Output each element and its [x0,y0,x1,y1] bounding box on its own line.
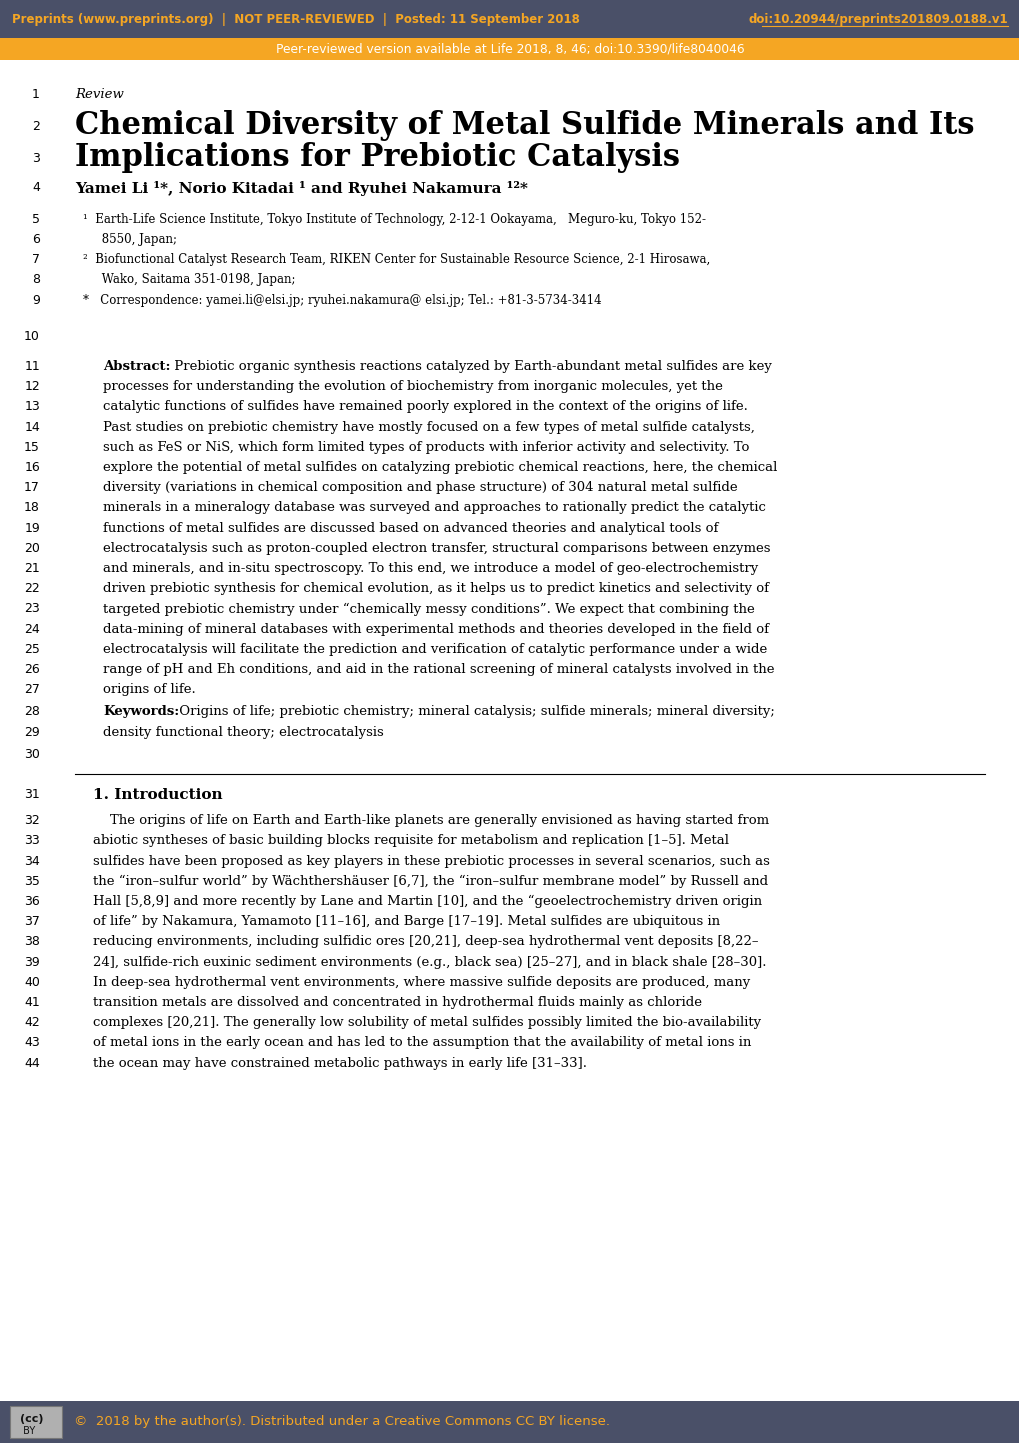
Text: 3: 3 [32,153,40,166]
Text: 9: 9 [32,293,40,306]
Text: range of pH and Eh conditions, and aid in the rational screening of mineral cata: range of pH and Eh conditions, and aid i… [103,662,773,675]
Text: 43: 43 [24,1036,40,1049]
Text: 40: 40 [24,975,40,988]
Text: density functional theory; electrocatalysis: density functional theory; electrocataly… [103,726,383,739]
Text: Chemical Diversity of Metal Sulfide Minerals and Its: Chemical Diversity of Metal Sulfide Mine… [75,110,973,141]
Text: of life” by Nakamura, Yamamoto [11–16], and Barge [17–19]. Metal sulfides are ub: of life” by Nakamura, Yamamoto [11–16], … [93,915,719,928]
Bar [0,0,1019,38]
Text: abiotic syntheses of basic building blocks requisite for metabolism and replicat: abiotic syntheses of basic building bloc… [93,834,729,847]
Text: 30: 30 [24,747,40,760]
Text: 24], sulfide-rich euxinic sediment environments (e.g., black sea) [25–27], and i: 24], sulfide-rich euxinic sediment envir… [93,955,765,968]
Text: 13: 13 [24,400,40,413]
Text: 10: 10 [24,330,40,343]
Text: and minerals, and in-situ spectroscopy. To this end, we introduce a model of geo: and minerals, and in-situ spectroscopy. … [103,561,757,574]
Text: 20: 20 [24,541,40,554]
Text: (cc): (cc) [20,1414,44,1424]
Text: 23: 23 [24,602,40,615]
Text: 4: 4 [32,180,40,193]
Text: In deep-sea hydrothermal vent environments, where massive sulfide deposits are p: In deep-sea hydrothermal vent environmen… [93,975,750,988]
Text: Wako, Saitama 351-0198, Japan;: Wako, Saitama 351-0198, Japan; [83,273,296,286]
Text: 12: 12 [24,380,40,392]
Text: doi:10.20944/preprints201809.0188.v1: doi:10.20944/preprints201809.0188.v1 [748,13,1007,26]
Text: 22: 22 [24,582,40,595]
Text: 6: 6 [32,232,40,245]
Text: processes for understanding the evolution of biochemistry from inorganic molecul: processes for understanding the evolutio… [103,380,722,392]
Text: 34: 34 [24,854,40,867]
Text: 5: 5 [32,212,40,225]
Text: Preprints (www.preprints.org)  |  NOT PEER-REVIEWED  |  Posted: 11 September 201: Preprints (www.preprints.org) | NOT PEER… [12,13,580,26]
Text: *   Correspondence: yamei.li@elsi.jp; ryuhei.nakamura@ elsi.jp; Tel.: +81-3-5734: * Correspondence: yamei.li@elsi.jp; ryuh… [83,293,601,306]
Text: ©  2018 by the author(s). Distributed under a Creative Commons CC BY license.: © 2018 by the author(s). Distributed und… [74,1416,609,1429]
Text: The origins of life on Earth and Earth-like planets are generally envisioned as : The origins of life on Earth and Earth-l… [93,814,768,827]
Text: data-mining of mineral databases with experimental methods and theories develope: data-mining of mineral databases with ex… [103,622,768,635]
Text: the ocean may have constrained metabolic pathways in early life [31–33].: the ocean may have constrained metabolic… [93,1056,586,1069]
Text: 33: 33 [24,834,40,847]
Text: 42: 42 [24,1016,40,1029]
Text: 38: 38 [24,935,40,948]
Text: sulfides have been proposed as key players in these prebiotic processes in sever: sulfides have been proposed as key playe… [93,854,769,867]
Text: 11: 11 [24,359,40,372]
Text: 28: 28 [24,706,40,719]
Text: 14: 14 [24,420,40,433]
Text: Hall [5,8,9] and more recently by Lane and Martin [10], and the “geoelectrochemi: Hall [5,8,9] and more recently by Lane a… [93,895,761,908]
Text: 1. Introduction: 1. Introduction [93,788,222,802]
Text: Origins of life; prebiotic chemistry; mineral catalysis; sulfide minerals; miner: Origins of life; prebiotic chemistry; mi… [175,706,774,719]
Text: 35: 35 [24,874,40,887]
Text: transition metals are dissolved and concentrated in hydrothermal fluids mainly a: transition metals are dissolved and conc… [93,996,701,1009]
Text: 36: 36 [24,895,40,908]
Bar [0,38,1019,61]
Text: 21: 21 [24,561,40,574]
Text: Review: Review [75,88,123,101]
Text: electrocatalysis will facilitate the prediction and verification of catalytic pe: electrocatalysis will facilitate the pre… [103,642,766,655]
Text: explore the potential of metal sulfides on catalyzing prebiotic chemical reactio: explore the potential of metal sulfides … [103,460,776,473]
Bar [0,1401,1019,1443]
Text: 25: 25 [24,642,40,655]
Text: minerals in a mineralogy database was surveyed and approaches to rationally pred: minerals in a mineralogy database was su… [103,501,765,514]
Text: catalytic functions of sulfides have remained poorly explored in the context of : catalytic functions of sulfides have rem… [103,400,747,413]
Text: 8550, Japan;: 8550, Japan; [83,232,177,245]
Text: 24: 24 [24,622,40,635]
Text: such as FeS or NiS, which form limited types of products with inferior activity : such as FeS or NiS, which form limited t… [103,440,749,453]
Text: 18: 18 [24,501,40,514]
Text: 44: 44 [24,1056,40,1069]
Text: 7: 7 [32,253,40,266]
Text: 37: 37 [24,915,40,928]
Text: Keywords:: Keywords: [103,706,179,719]
Text: 29: 29 [24,726,40,739]
Text: functions of metal sulfides are discussed based on advanced theories and analyti: functions of metal sulfides are discusse… [103,521,717,534]
Text: ¹  Earth-Life Science Institute, Tokyo Institute of Technology, 2-12-1 Ookayama,: ¹ Earth-Life Science Institute, Tokyo In… [83,212,705,225]
Text: reducing environments, including sulfidic ores [20,21], deep-sea hydrothermal ve: reducing environments, including sulfidi… [93,935,758,948]
Text: of metal ions in the early ocean and has led to the assumption that the availabi: of metal ions in the early ocean and has… [93,1036,751,1049]
Text: 31: 31 [24,788,40,801]
Text: origins of life.: origins of life. [103,683,196,696]
Text: 1: 1 [32,88,40,101]
Text: 27: 27 [24,683,40,696]
Text: complexes [20,21]. The generally low solubility of metal sulfides possibly limit: complexes [20,21]. The generally low sol… [93,1016,760,1029]
Text: 15: 15 [24,440,40,453]
Text: 26: 26 [24,662,40,675]
Text: diversity (variations in chemical composition and phase structure) of 304 natura: diversity (variations in chemical compos… [103,481,737,494]
Text: driven prebiotic synthesis for chemical evolution, as it helps us to predict kin: driven prebiotic synthesis for chemical … [103,582,768,595]
Text: Yamei Li ¹*, Norio Kitadai ¹ and Ryuhei Nakamura ¹²*: Yamei Li ¹*, Norio Kitadai ¹ and Ryuhei … [75,180,528,196]
Text: 16: 16 [24,460,40,473]
Text: 2: 2 [32,120,40,133]
FancyBboxPatch shape [10,1405,62,1439]
Text: the “iron–sulfur world” by Wächthershäuser [6,7], the “iron–sulfur membrane mode: the “iron–sulfur world” by Wächthershäus… [93,874,767,887]
Text: 8: 8 [32,273,40,286]
Text: 41: 41 [24,996,40,1009]
Text: BY: BY [20,1426,36,1436]
Text: Prebiotic organic synthesis reactions catalyzed by Earth-abundant metal sulfides: Prebiotic organic synthesis reactions ca… [170,359,771,372]
Text: Abstract:: Abstract: [103,359,170,372]
Text: Past studies on prebiotic chemistry have mostly focused on a few types of metal : Past studies on prebiotic chemistry have… [103,420,754,433]
Text: 17: 17 [24,481,40,494]
Text: 39: 39 [24,955,40,968]
Text: 19: 19 [24,521,40,534]
Text: electrocatalysis such as proton-coupled electron transfer, structural comparison: electrocatalysis such as proton-coupled … [103,541,769,554]
Text: targeted prebiotic chemistry under “chemically messy conditions”. We expect that: targeted prebiotic chemistry under “chem… [103,602,754,616]
Text: Implications for Prebiotic Catalysis: Implications for Prebiotic Catalysis [75,143,680,173]
Text: 32: 32 [24,814,40,827]
Text: ²  Biofunctional Catalyst Research Team, RIKEN Center for Sustainable Resource S: ² Biofunctional Catalyst Research Team, … [83,253,709,266]
Text: Peer-reviewed version available at Life 2018, 8, 46; doi:10.3390/life8040046: Peer-reviewed version available at Life … [275,42,744,55]
